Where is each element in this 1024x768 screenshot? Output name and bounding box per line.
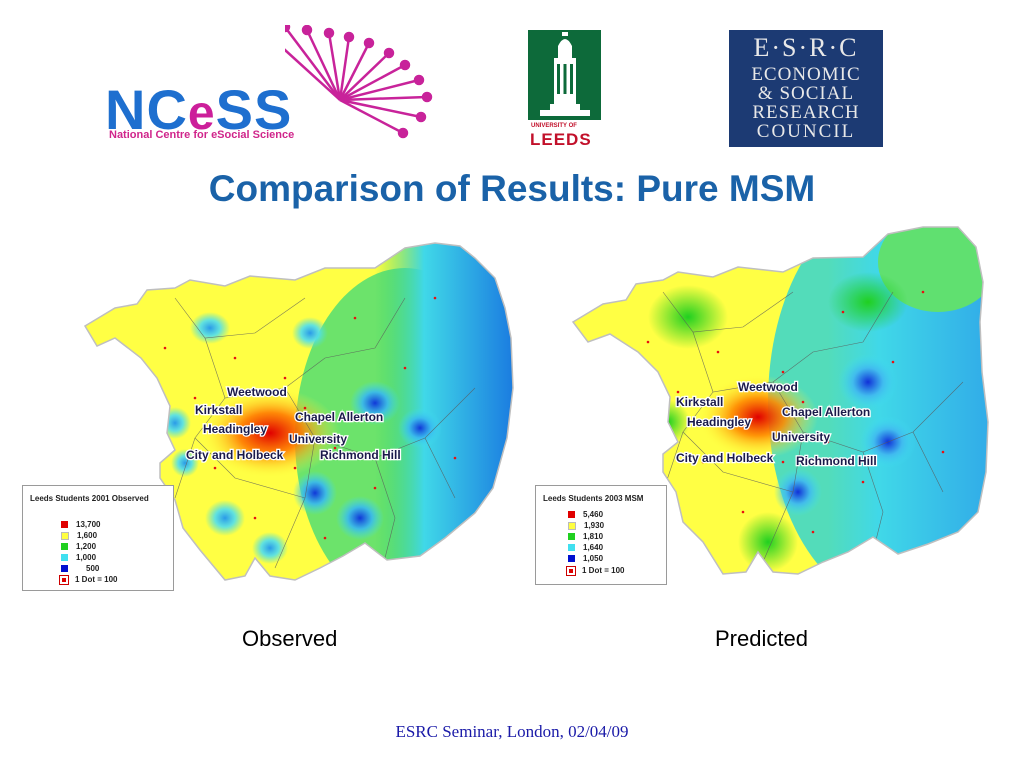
place-label-city-and-holbeck: City and Holbeck bbox=[676, 451, 774, 465]
legend-class: 1,200 bbox=[61, 542, 96, 552]
place-label-city-and-holbeck: City and Holbeck bbox=[186, 448, 284, 462]
legend-swatch-yellow bbox=[568, 521, 576, 530]
place-label-richmond-hill: Richmond Hill bbox=[320, 448, 401, 462]
legend-class: 1,050 bbox=[568, 554, 603, 564]
legend-swatch-cyan bbox=[61, 554, 68, 562]
place-label-university: University bbox=[289, 432, 347, 446]
leeds-university-of-text: UNIVERSITY OF bbox=[531, 123, 577, 129]
place-label-headingley: Headingley bbox=[203, 422, 267, 436]
legend-class: 1,930 bbox=[568, 521, 604, 531]
place-label-kirkstall: Kirkstall bbox=[676, 395, 723, 409]
predicted-legend: Leeds Students 2003 MSM 5,460 1,930 1,81… bbox=[535, 485, 667, 585]
ncess-logo: NCeSS National Centre for eSocial Scienc… bbox=[105, 25, 435, 150]
observed-map: Weetwood Kirkstall Chapel Allerton Headi… bbox=[83, 242, 514, 581]
student-dots bbox=[163, 296, 457, 540]
dot-density-icon bbox=[566, 566, 576, 576]
place-label-chapel-allerton: Chapel Allerton bbox=[295, 410, 383, 424]
legend-swatch-blue bbox=[61, 565, 68, 573]
esrc-logo: E·S·R·C ECONOMIC & SOCIAL RESEARCH COUNC… bbox=[729, 30, 883, 147]
place-label-richmond-hill: Richmond Hill bbox=[796, 454, 877, 468]
ncess-wordmark: NCeSS bbox=[105, 78, 293, 141]
legend-swatch-cyan bbox=[568, 544, 575, 552]
legend-swatch-green bbox=[568, 533, 575, 541]
place-label-weetwood: Weetwood bbox=[738, 380, 798, 394]
ncess-rays-graphic bbox=[285, 25, 433, 139]
legend-title: Leeds Students 2003 MSM bbox=[543, 494, 644, 503]
leeds-name-text: LEEDS bbox=[530, 130, 592, 149]
esrc-line-social: & SOCIAL bbox=[757, 83, 855, 104]
slide-title: Comparison of Results: Pure MSM bbox=[208, 168, 816, 209]
legend-class: 500 bbox=[61, 564, 99, 574]
legend-swatch-green bbox=[61, 543, 68, 551]
esrc-line-research: RESEARCH bbox=[752, 102, 860, 123]
place-label-university: University bbox=[772, 430, 830, 444]
student-dots bbox=[646, 290, 945, 534]
place-label-weetwood: Weetwood bbox=[227, 385, 287, 399]
legend-class: 1,640 bbox=[568, 543, 603, 553]
legend-swatch-blue bbox=[568, 555, 575, 563]
ncess-subtitle: National Centre for eSocial Science bbox=[109, 129, 295, 141]
esrc-line-economic: ECONOMIC bbox=[751, 64, 861, 85]
observed-legend: Leeds Students 2001 Observed 13,700 1,60… bbox=[22, 485, 174, 591]
place-label-chapel-allerton: Chapel Allerton bbox=[782, 405, 870, 419]
legend-title: Leeds Students 2001 Observed bbox=[30, 494, 149, 503]
predicted-caption: Predicted bbox=[715, 626, 808, 651]
legend-dot-density: 1 Dot = 100 bbox=[59, 575, 117, 585]
dot-density-icon bbox=[59, 575, 69, 585]
slide-footer: ESRC Seminar, London, 02/04/09 bbox=[395, 722, 629, 741]
observed-caption: Observed bbox=[242, 626, 338, 651]
place-label-kirkstall: Kirkstall bbox=[195, 403, 242, 417]
legend-class: 1,810 bbox=[568, 532, 603, 542]
legend-dot-density: 1 Dot = 100 bbox=[566, 566, 624, 576]
esrc-acronym: E·S·R·C bbox=[753, 33, 859, 62]
legend-class: 5,460 bbox=[568, 510, 603, 520]
esrc-line-council: COUNCIL bbox=[756, 121, 856, 142]
legend-class: 13,700 bbox=[61, 520, 100, 530]
legend-swatch-red bbox=[568, 511, 575, 519]
legend-class: 1,600 bbox=[61, 531, 97, 541]
parkinson-tower-icon bbox=[540, 32, 590, 116]
legend-swatch-red bbox=[61, 521, 68, 529]
legend-swatch-yellow bbox=[61, 531, 69, 540]
place-label-headingley: Headingley bbox=[687, 415, 751, 429]
university-of-leeds-logo: UNIVERSITY OF LEEDS bbox=[528, 30, 601, 150]
legend-class: 1,000 bbox=[61, 553, 96, 563]
